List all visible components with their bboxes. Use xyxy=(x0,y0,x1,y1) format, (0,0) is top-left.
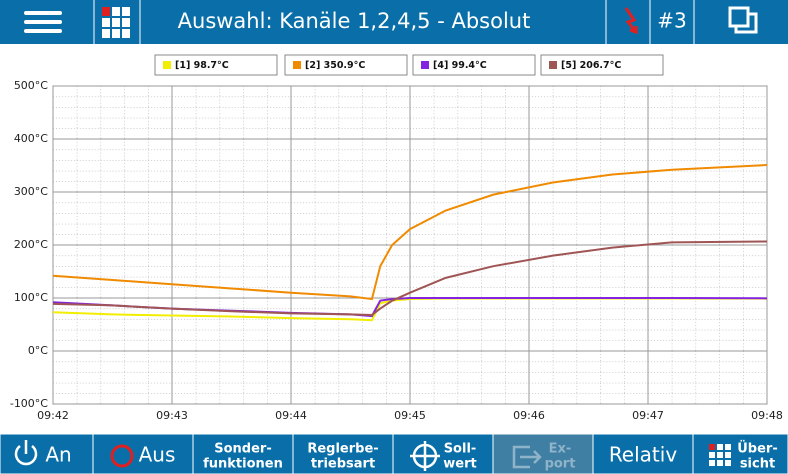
series-line xyxy=(52,164,768,301)
button-label: An xyxy=(45,443,71,467)
button-label: triebsart xyxy=(311,457,375,472)
button-bg xyxy=(692,433,788,474)
legend-swatch xyxy=(293,61,301,69)
x-tick-label: 09:44 xyxy=(275,409,307,422)
overview-icon[interactable] xyxy=(102,7,130,38)
button-label: Aus xyxy=(139,443,176,467)
button-label: wert xyxy=(443,457,476,472)
grid-icon-cell xyxy=(725,452,731,458)
x-tick-label: 09:45 xyxy=(394,409,426,422)
button-bg xyxy=(292,433,394,474)
legend-label: [4] 99.4°C xyxy=(433,60,487,71)
footer-button[interactable]: Relativ xyxy=(592,433,694,474)
grid-icon-cell xyxy=(725,444,731,450)
export-icon xyxy=(512,445,542,469)
x-tick-label: 09:47 xyxy=(632,409,664,422)
off-icon xyxy=(110,444,134,468)
x-tick-label: 09:42 xyxy=(37,409,69,422)
legend-label: [1] 98.7°C xyxy=(175,60,229,71)
legend-box xyxy=(412,54,536,76)
footer-button[interactable]: Sonder-funktionen xyxy=(192,433,294,474)
y-tick-label: 0°C xyxy=(28,344,48,357)
page-number: #3 xyxy=(657,9,686,33)
grid-icon-cell xyxy=(725,460,731,466)
button-label: Soll- xyxy=(444,442,477,457)
y-tick-label: -100°C xyxy=(10,397,48,410)
header-title: Auswahl: Kanäle 1,2,4,5 - Absolut xyxy=(178,9,531,33)
legend-box xyxy=(540,54,664,76)
footer-button[interactable]: Ex-port xyxy=(492,433,594,474)
target-icon xyxy=(410,441,440,471)
button-label: Ex- xyxy=(549,442,572,457)
y-tick-label: 300°C xyxy=(14,185,48,198)
button-label: funktionen xyxy=(203,457,283,472)
button-label: Sonder- xyxy=(214,442,271,457)
grid-icon-cell xyxy=(709,444,715,450)
legend-label: [5] 206.7°C xyxy=(561,60,621,71)
footer-button[interactable]: Reglerbe-triebsart xyxy=(292,433,394,474)
y-tick-label: 500°C xyxy=(14,79,48,92)
series-line xyxy=(52,240,768,316)
grid-icon-cell xyxy=(709,460,715,466)
x-tick-label: 09:48 xyxy=(751,409,783,422)
legend-swatch xyxy=(421,61,429,69)
footer-button[interactable]: Aus xyxy=(92,433,194,474)
alarm-icon[interactable] xyxy=(624,7,638,35)
legend-swatch xyxy=(163,61,171,69)
button-bg xyxy=(92,433,194,474)
footer-button[interactable]: Soll-wert xyxy=(392,433,494,474)
grid-icon-cell xyxy=(717,460,723,466)
button-label: Reglerbe- xyxy=(307,442,378,457)
button-bg xyxy=(492,433,594,474)
button-label: Über- xyxy=(737,441,778,457)
legend-label: [2] 350.9°C xyxy=(305,60,365,71)
x-tick-label: 09:43 xyxy=(156,409,188,422)
legend-swatch xyxy=(549,61,557,69)
legend-box xyxy=(284,54,408,76)
y-tick-label: 100°C xyxy=(14,291,48,304)
footer-button[interactable]: Über-sicht xyxy=(692,433,788,474)
button-label: Relativ xyxy=(609,443,678,467)
footer-button[interactable]: An xyxy=(0,433,94,474)
button-label: sicht xyxy=(740,457,775,472)
y-tick-label: 400°C xyxy=(14,132,48,145)
grid-icon-cell xyxy=(717,452,723,458)
legend-box xyxy=(154,54,278,76)
menu-button[interactable] xyxy=(24,11,62,33)
header-bar xyxy=(0,0,788,44)
y-tick-label: 200°C xyxy=(14,238,48,251)
grid-icon-cell xyxy=(709,452,715,458)
window-icon[interactable] xyxy=(728,6,758,34)
power-icon xyxy=(14,440,38,466)
button-bg xyxy=(592,433,694,474)
button-bg xyxy=(192,433,294,474)
button-label: port xyxy=(545,457,576,472)
x-tick-label: 09:46 xyxy=(513,409,545,422)
grid-icon-cell xyxy=(717,444,723,450)
button-bg xyxy=(392,433,494,474)
